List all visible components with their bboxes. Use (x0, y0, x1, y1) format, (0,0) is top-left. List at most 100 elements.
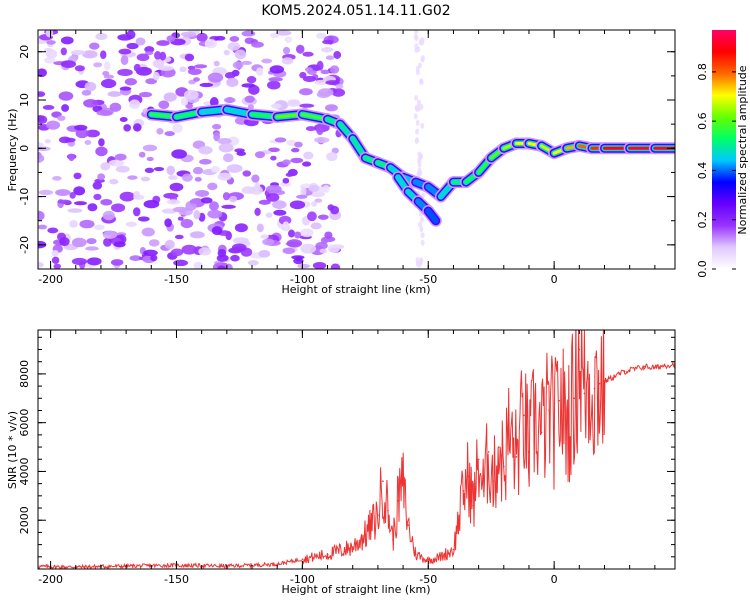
noise-blob (303, 151, 314, 160)
snr-point (593, 387, 596, 390)
noise-blob (300, 228, 314, 238)
noise-blob (193, 261, 204, 269)
snr-point (397, 499, 399, 502)
noise-blob (305, 126, 317, 132)
snr-point (548, 409, 550, 412)
noise-blob (166, 35, 176, 42)
noise-blob (229, 36, 240, 42)
noise-blob (89, 42, 100, 50)
snr-point (664, 364, 666, 367)
noise-blob (244, 95, 255, 103)
noise-blob (177, 216, 184, 221)
noise-blob (38, 91, 46, 97)
noise-blob (287, 100, 301, 107)
snr-x-tick-label: 0 (551, 573, 558, 586)
noise-blob (38, 224, 48, 230)
noise-blob (211, 226, 223, 236)
noise-blob (285, 172, 294, 177)
noise-blob (115, 165, 130, 173)
snr-point (364, 534, 367, 536)
noise-blob (98, 138, 105, 147)
snr-point (351, 546, 354, 548)
noise-blob (133, 63, 141, 72)
noise-blob (73, 172, 82, 180)
noise-blob (60, 47, 67, 56)
noise-blob (199, 82, 214, 88)
noise-blob (73, 186, 86, 196)
snr-point (477, 458, 480, 461)
noise-blob (265, 192, 280, 202)
snr-point (654, 367, 656, 369)
spectrogram-y-tick-label: -20 (18, 236, 31, 254)
noise-blob (420, 56, 425, 63)
noise-blob (56, 115, 66, 121)
noise-blob (254, 207, 261, 217)
snr-point (462, 490, 465, 492)
noise-blob (44, 57, 56, 64)
noise-blob (230, 254, 240, 262)
noise-blob (108, 159, 125, 167)
colorbar-gradient (712, 30, 736, 269)
noise-blob (163, 92, 177, 102)
snr-panel: -200 -150 -100 -50 0 2000 4000 6000 8000 Height… (6, 329, 676, 596)
noise-blob (284, 36, 292, 43)
noise-blob (414, 137, 419, 144)
noise-blob (325, 55, 335, 60)
noise-blob (268, 147, 280, 153)
noise-blob (223, 49, 231, 56)
noise-blob (44, 138, 51, 144)
noise-blob (229, 195, 238, 203)
noise-blob (413, 113, 418, 120)
noise-blob (300, 243, 317, 254)
noise-blob (198, 145, 213, 155)
snr-x-tick-label: -100 (290, 573, 315, 586)
snr-point (440, 556, 442, 558)
noise-blob (153, 166, 165, 172)
noise-blob (330, 263, 341, 269)
snr-y-axis-label: SNR (10 * v/v) (6, 411, 19, 489)
noise-blob (87, 203, 98, 212)
noise-blob (71, 237, 87, 248)
noise-blob (413, 33, 418, 40)
noise-blob (51, 256, 60, 264)
noise-blob (326, 152, 338, 162)
noise-blob (217, 137, 232, 145)
spectrogram-x-tick-label: -150 (164, 273, 189, 286)
snr-point (598, 382, 601, 385)
noise-blob (416, 46, 421, 53)
noise-blob (231, 243, 247, 252)
noise-blob (187, 68, 202, 75)
snr-point (497, 446, 500, 448)
snr-point (540, 431, 543, 434)
noise-blob (236, 151, 247, 156)
noise-blob (138, 91, 153, 98)
colorbar: 0.0 0.2 0.4 0.6 0.8 Normalized spectral ampl… (696, 30, 749, 278)
noise-blob (174, 234, 184, 240)
noise-blob (307, 69, 317, 75)
noise-blob (171, 149, 187, 159)
noise-blob (290, 157, 304, 164)
spectrogram-y-tick-label: -10 (18, 188, 31, 206)
noise-blob (272, 200, 287, 209)
noise-blob (217, 265, 226, 269)
colorbar-tick-label: 0.6 (696, 112, 709, 130)
noise-blob (310, 222, 322, 230)
snr-point (523, 414, 525, 417)
colorbar-label: Normalized spectral amplitude (736, 65, 749, 234)
noise-blob (170, 248, 184, 257)
noise-blob (419, 103, 424, 110)
snr-point (402, 482, 404, 485)
noise-blob (69, 220, 78, 228)
noise-blob (282, 221, 290, 230)
noise-blob (212, 123, 222, 130)
noise-blob (152, 59, 165, 68)
noise-blob (312, 261, 327, 269)
noise-blob (331, 88, 346, 97)
noise-blob (281, 57, 294, 65)
snr-point (326, 553, 329, 556)
noise-blob (269, 65, 285, 74)
noise-blob (100, 78, 117, 89)
noise-blob (209, 97, 219, 107)
noise-blob (100, 50, 107, 60)
